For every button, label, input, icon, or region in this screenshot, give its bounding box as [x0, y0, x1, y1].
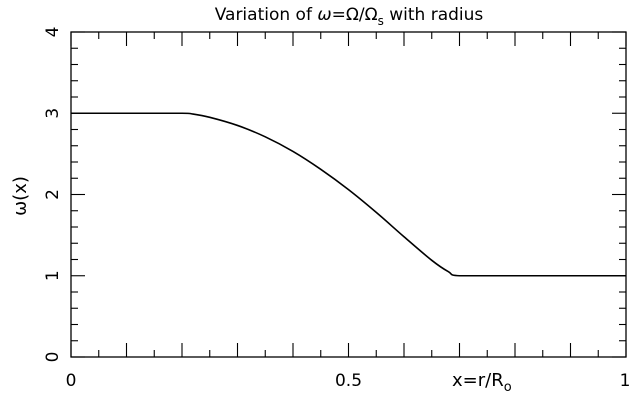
y-tick-label: 2: [43, 189, 63, 200]
x-tick-label: 0.5: [335, 371, 362, 391]
y-tick-label: 0: [43, 352, 63, 363]
series-line: [71, 112, 626, 277]
chart-title: Variation of ω=Ω/Ωs with radius: [215, 5, 484, 28]
x-axis-label: x=r/Ro: [452, 370, 512, 395]
title-Omega: Ω: [346, 5, 359, 25]
axis-ticks: 0 0.5 1 0 1 2 3 4: [43, 27, 629, 391]
x-axis-label-subscript: o: [504, 380, 512, 395]
x-tick-label: 1: [620, 371, 629, 391]
y-tick-label: 1: [43, 270, 63, 281]
title-suffix: with radius: [384, 5, 484, 25]
title-Omega2: Ω: [365, 5, 378, 25]
title-equals: =: [332, 5, 346, 25]
plot-frame: [70, 31, 627, 358]
title-omega: ω: [317, 5, 331, 25]
y-axis-label: ω(x): [10, 176, 31, 216]
title-prefix: Variation of: [215, 5, 318, 25]
y-tick-label: 4: [43, 27, 63, 38]
title-subscript: s: [378, 14, 384, 28]
x-tick-label: 0: [66, 371, 77, 391]
x-axis-label-main: x=r/R: [452, 370, 504, 391]
y-tick-label: 3: [43, 108, 63, 119]
title-slash: /: [359, 5, 365, 25]
